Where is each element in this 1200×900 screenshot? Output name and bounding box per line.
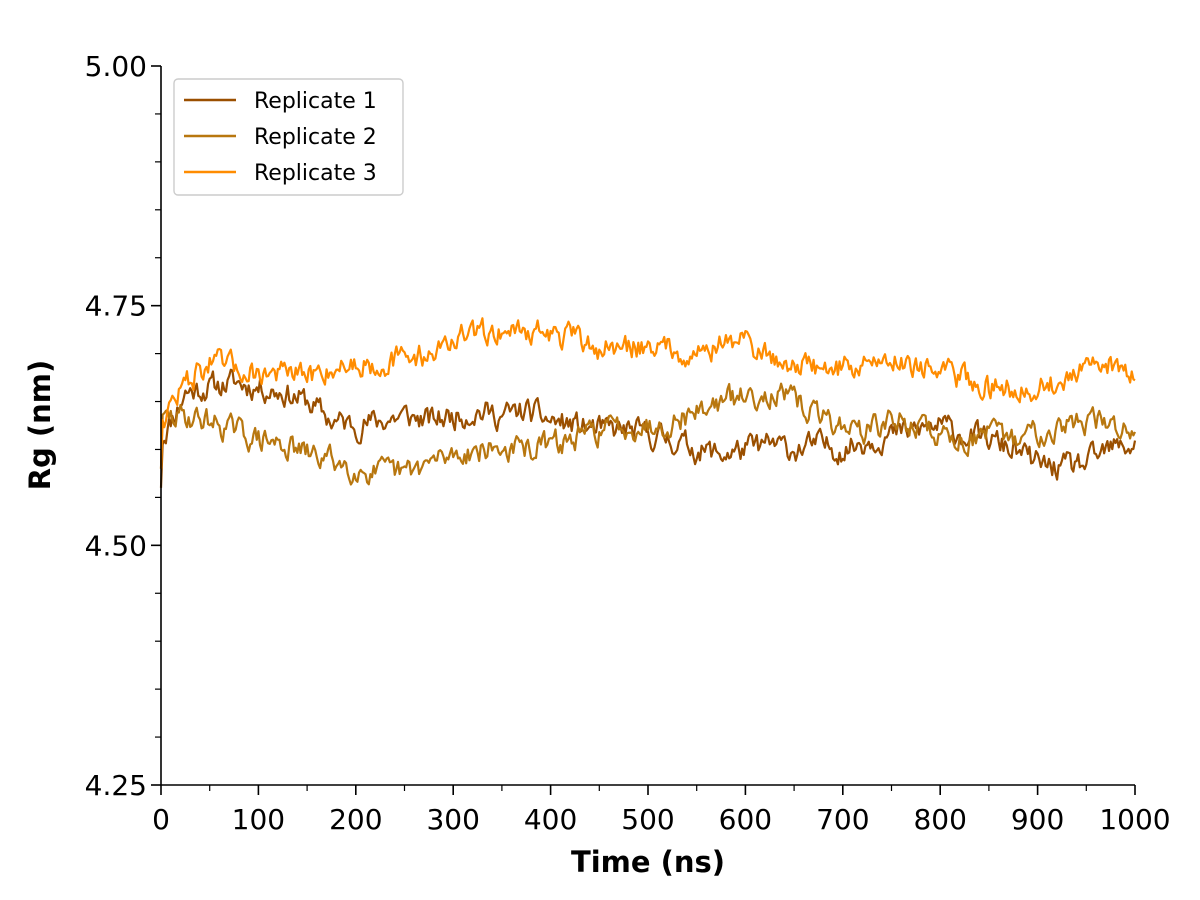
x-ticks: 0 100 200 300 400 500 600 700 800 900 1000 [152, 785, 1171, 836]
legend: Replicate 1 Replicate 2 Replicate 3 [173, 78, 404, 196]
y-tick-label: 4.75 [85, 290, 147, 323]
x-tick-label: 400 [524, 803, 577, 836]
x-tick-label: 100 [232, 803, 285, 836]
series-line-2 [159, 382, 1136, 486]
x-axis-title: Time (ns) [571, 845, 725, 879]
y-tick-label: 4.50 [85, 529, 147, 562]
legend-box [173, 78, 404, 196]
x-tick-label: 500 [621, 803, 674, 836]
x-tick-label: 600 [719, 803, 772, 836]
y-ticks: 4.25 4.50 4.75 5.00 [85, 50, 161, 802]
x-tick-label: 1000 [1099, 803, 1170, 836]
legend-label-2: Replicate 2 [254, 125, 377, 150]
x-tick-label: 800 [913, 803, 966, 836]
y-tick-label: 5.00 [85, 50, 147, 83]
x-tick-label: 700 [816, 803, 869, 836]
y-tick-label: 4.25 [85, 769, 147, 802]
series-layer [159, 317, 1137, 488]
x-tick-label: 900 [1011, 803, 1064, 836]
x-tick-label: 0 [152, 803, 170, 836]
legend-label-3: Replicate 3 [254, 161, 377, 186]
x-tick-label: 200 [329, 803, 382, 836]
x-tick-label: 300 [426, 803, 479, 836]
y-axis-title: Rg (nm) [23, 360, 57, 491]
series-line-3 [159, 317, 1136, 469]
legend-label-1: Replicate 1 [254, 89, 377, 114]
